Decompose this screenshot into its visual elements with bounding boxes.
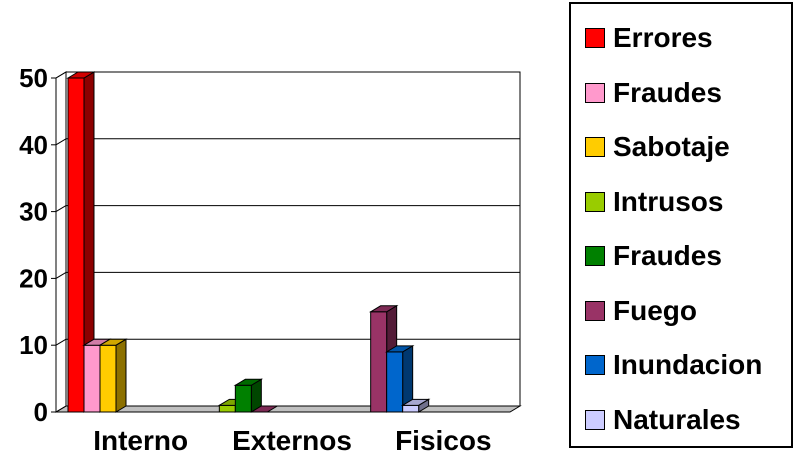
y-tick-label: 20 [19, 263, 48, 293]
gridline-side [55, 405, 67, 413]
y-tick-label: 10 [19, 330, 48, 360]
bar [218, 404, 236, 413]
bar [83, 344, 101, 413]
legend-item: Fraudes [585, 76, 722, 108]
bar [67, 77, 85, 413]
legend-swatch [585, 409, 605, 430]
plot-floor [54, 405, 522, 413]
legend-item: Errores [585, 22, 713, 53]
plot-side-wall [55, 71, 67, 413]
legend-swatch [585, 355, 605, 375]
legend-label: Fraudes [613, 240, 722, 271]
legend-item: Inundacion [585, 349, 763, 380]
y-tick-label: 30 [19, 197, 48, 227]
legend-item: Intrusos [585, 185, 724, 217]
bar [386, 351, 404, 413]
bar [402, 404, 420, 413]
bar [370, 311, 388, 413]
gridline-side [55, 338, 67, 346]
legend-item: Sabotaje [585, 131, 730, 162]
x-tick-label: Fisicos [395, 425, 491, 456]
legend-label: Fraudes [613, 76, 722, 108]
gridline-side [55, 138, 67, 146]
y-tick-label: 50 [19, 63, 48, 93]
legend-swatch [585, 82, 605, 103]
bar-top [368, 305, 399, 313]
plot-area [65, 71, 521, 407]
bar-top [98, 338, 128, 346]
bar-chart: 0 10 20 30 40 50 Interno Externos Fisicos [19, 63, 522, 456]
bar-top [400, 398, 431, 406]
bar-top [249, 405, 280, 413]
y-tick-label: 0 [34, 397, 48, 427]
gridline-side [55, 205, 67, 213]
legend-swatch [585, 28, 605, 48]
legend-label: Intrusos [613, 185, 724, 217]
legend-swatch [585, 246, 605, 266]
gridline-side [55, 71, 67, 79]
legend-item: Naturales [585, 403, 741, 435]
x-tick-label: Externos [232, 425, 352, 456]
bar-top [384, 345, 415, 353]
legend-item: Fuego [585, 294, 697, 326]
x-tick-label: Interno [93, 425, 188, 456]
legend-label: Naturales [613, 403, 741, 435]
legend-label: Inundacion [613, 349, 763, 380]
legend-swatch [585, 300, 605, 321]
legend-label: Fuego [613, 294, 697, 326]
y-tick-label: 40 [19, 130, 48, 160]
legend-item: Fraudes [585, 240, 722, 271]
legend-label: Errores [613, 22, 713, 53]
bar-side [115, 338, 127, 413]
legend-label: Sabotaje [613, 131, 730, 162]
legend-swatch [585, 137, 605, 157]
bar-top [66, 71, 96, 79]
bar [234, 384, 252, 413]
chart-legend: Errores Fraudes Sabotaje Intrusos Fraudes Fue… [569, 2, 793, 448]
gridline-side [55, 271, 67, 279]
legend-swatch [585, 191, 605, 212]
bar [99, 344, 117, 413]
bar-top [233, 378, 264, 386]
